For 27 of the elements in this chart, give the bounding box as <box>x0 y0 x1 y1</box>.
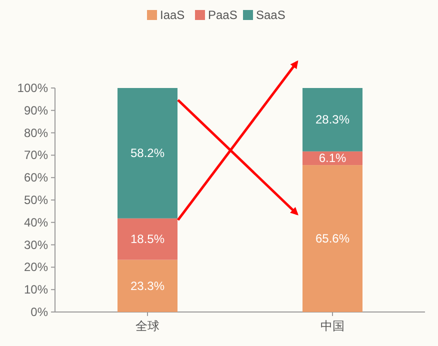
y-tick-label: 30% <box>24 238 48 252</box>
data-label: 28.3% <box>315 112 350 127</box>
y-tick-label: 80% <box>24 126 48 140</box>
bar <box>118 88 178 218</box>
legend-label: IaaS <box>160 8 185 22</box>
bar <box>118 218 178 260</box>
x-tick-label: 全球 <box>136 319 160 333</box>
y-tick-label: 40% <box>24 215 48 230</box>
y-tick-label: 20% <box>24 260 48 274</box>
data-label: 65.6% <box>315 232 350 246</box>
y-tick-label: 90% <box>24 103 48 118</box>
y-tick-label: 50% <box>24 193 48 207</box>
legend-label: PaaS <box>208 8 238 22</box>
y-tick-label: 10% <box>24 282 48 297</box>
y-tick-label: 0% <box>30 305 48 319</box>
bar <box>302 165 362 312</box>
data-label: 23.3% <box>130 278 165 293</box>
y-tick-label: 100% <box>17 81 48 95</box>
bar <box>118 260 178 312</box>
data-label: 58.2% <box>130 146 165 160</box>
y-tick-label: 70% <box>24 148 48 162</box>
legend-label: SaaS <box>256 8 286 22</box>
bar <box>302 88 362 152</box>
data-label: 18.5% <box>130 232 165 246</box>
x-tick-label: 中国 <box>320 319 344 333</box>
y-tick-label: 60% <box>24 170 48 185</box>
data-label: 6.1% <box>318 151 346 166</box>
